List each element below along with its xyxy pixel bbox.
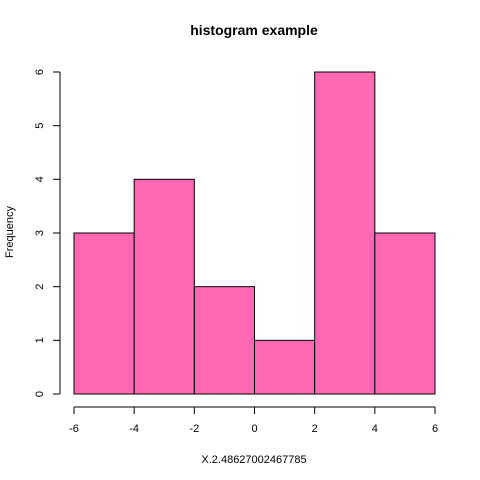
x-axis-label: X.2.48627002467785	[201, 454, 306, 466]
x-tick-label-6: 6	[432, 423, 438, 435]
y-tick-label-4: 4	[34, 176, 46, 182]
histogram-bar-5	[374, 232, 436, 395]
y-axis: 0 1 2 3 4 5 6	[34, 69, 61, 397]
x-tick-label-1: -4	[129, 423, 139, 435]
y-tick-label-6: 6	[34, 69, 46, 75]
x-tick-label-3: 0	[251, 423, 257, 435]
histogram-bar-4	[314, 71, 376, 395]
x-tick-label-0: -6	[69, 423, 79, 435]
x-tick-label-5: 4	[372, 423, 378, 435]
bars-group	[73, 71, 436, 395]
y-tick-label-1: 1	[34, 337, 46, 343]
x-tick-label-2: -2	[189, 423, 199, 435]
chart-title: histogram example	[190, 22, 318, 38]
histogram-bar-0	[73, 232, 135, 395]
y-tick-label-0: 0	[34, 391, 46, 397]
y-tick-label-3: 3	[34, 230, 46, 236]
y-axis-label: Frequency	[4, 206, 16, 258]
y-tick-label-2: 2	[34, 284, 46, 290]
x-axis: -6 -4 -2 0 2 4 6	[69, 406, 438, 435]
histogram-bar-3	[254, 339, 316, 395]
x-tick-label-4: 2	[312, 423, 318, 435]
histogram-bar-1	[133, 178, 195, 395]
y-tick-label-5: 5	[34, 123, 46, 129]
histogram-bar-2	[193, 286, 255, 395]
